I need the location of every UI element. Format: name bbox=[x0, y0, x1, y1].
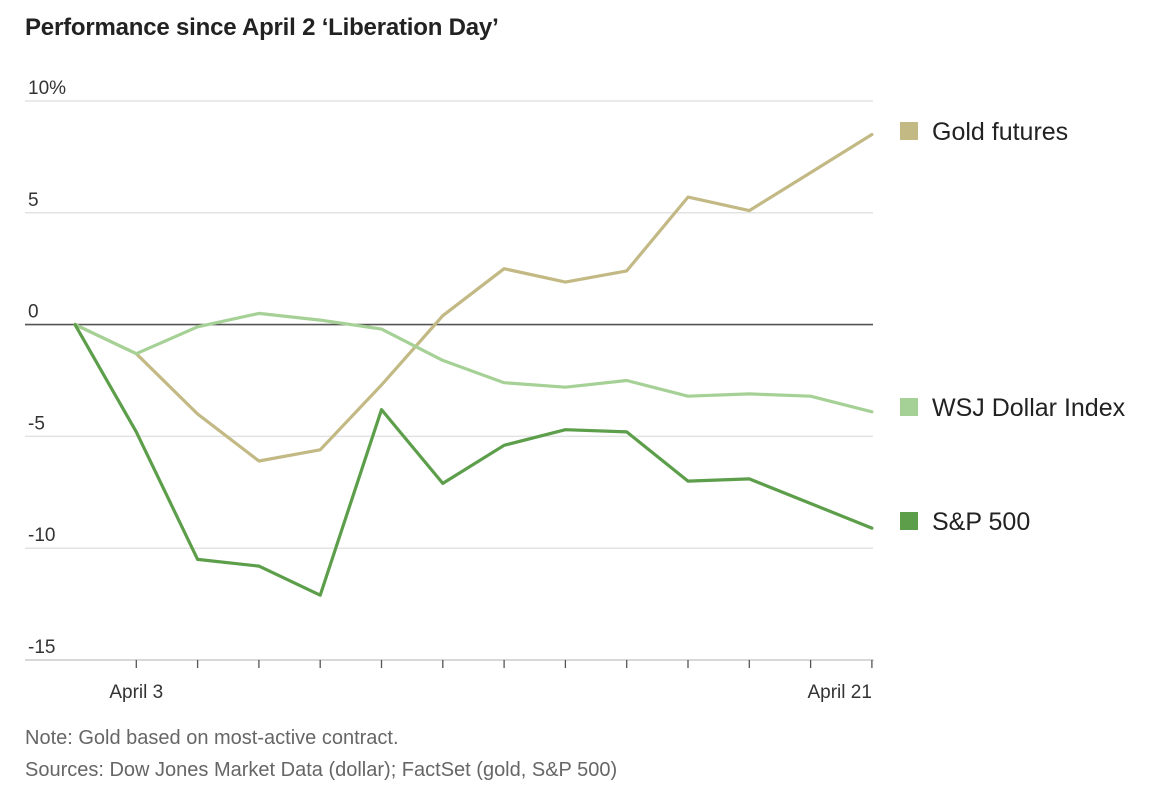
chart-title: Performance since April 2 ‘Liberation Da… bbox=[25, 14, 499, 41]
legend-swatch bbox=[900, 122, 918, 140]
legend-label: S&P 500 bbox=[932, 508, 1030, 536]
x-tick-label: April 21 bbox=[807, 682, 871, 703]
legend-label: WSJ Dollar Index bbox=[932, 394, 1126, 422]
y-tick-label: -10 bbox=[28, 525, 55, 546]
series-line-s-p-500 bbox=[73, 323, 874, 597]
x-tick-label: April 3 bbox=[109, 682, 163, 703]
y-tick-label: -5 bbox=[28, 413, 45, 434]
legend-swatch bbox=[900, 512, 918, 530]
y-tick-label: -15 bbox=[28, 637, 55, 658]
gridlines bbox=[25, 100, 873, 661]
chart-sources: Sources: Dow Jones Market Data (dollar);… bbox=[25, 759, 618, 781]
series-line-gold-futures bbox=[73, 132, 874, 463]
x-axis: April 3 April 21 bbox=[25, 659, 874, 703]
series-line-wsj-dollar-index bbox=[73, 311, 874, 414]
legend-label: Gold futures bbox=[932, 118, 1068, 146]
chart-note: Note: Gold based on most-active contract… bbox=[25, 727, 399, 749]
y-axis-ticks: 10% 5 0 -5 -10 -15 bbox=[28, 78, 66, 658]
legend: Gold futures WSJ Dollar Index S&P 500 bbox=[900, 118, 1126, 536]
y-tick-label: 0 bbox=[28, 302, 39, 323]
series-lines bbox=[73, 132, 874, 597]
legend-swatch bbox=[900, 398, 918, 416]
y-tick-label: 10% bbox=[28, 78, 66, 99]
y-tick-label: 5 bbox=[28, 190, 39, 211]
